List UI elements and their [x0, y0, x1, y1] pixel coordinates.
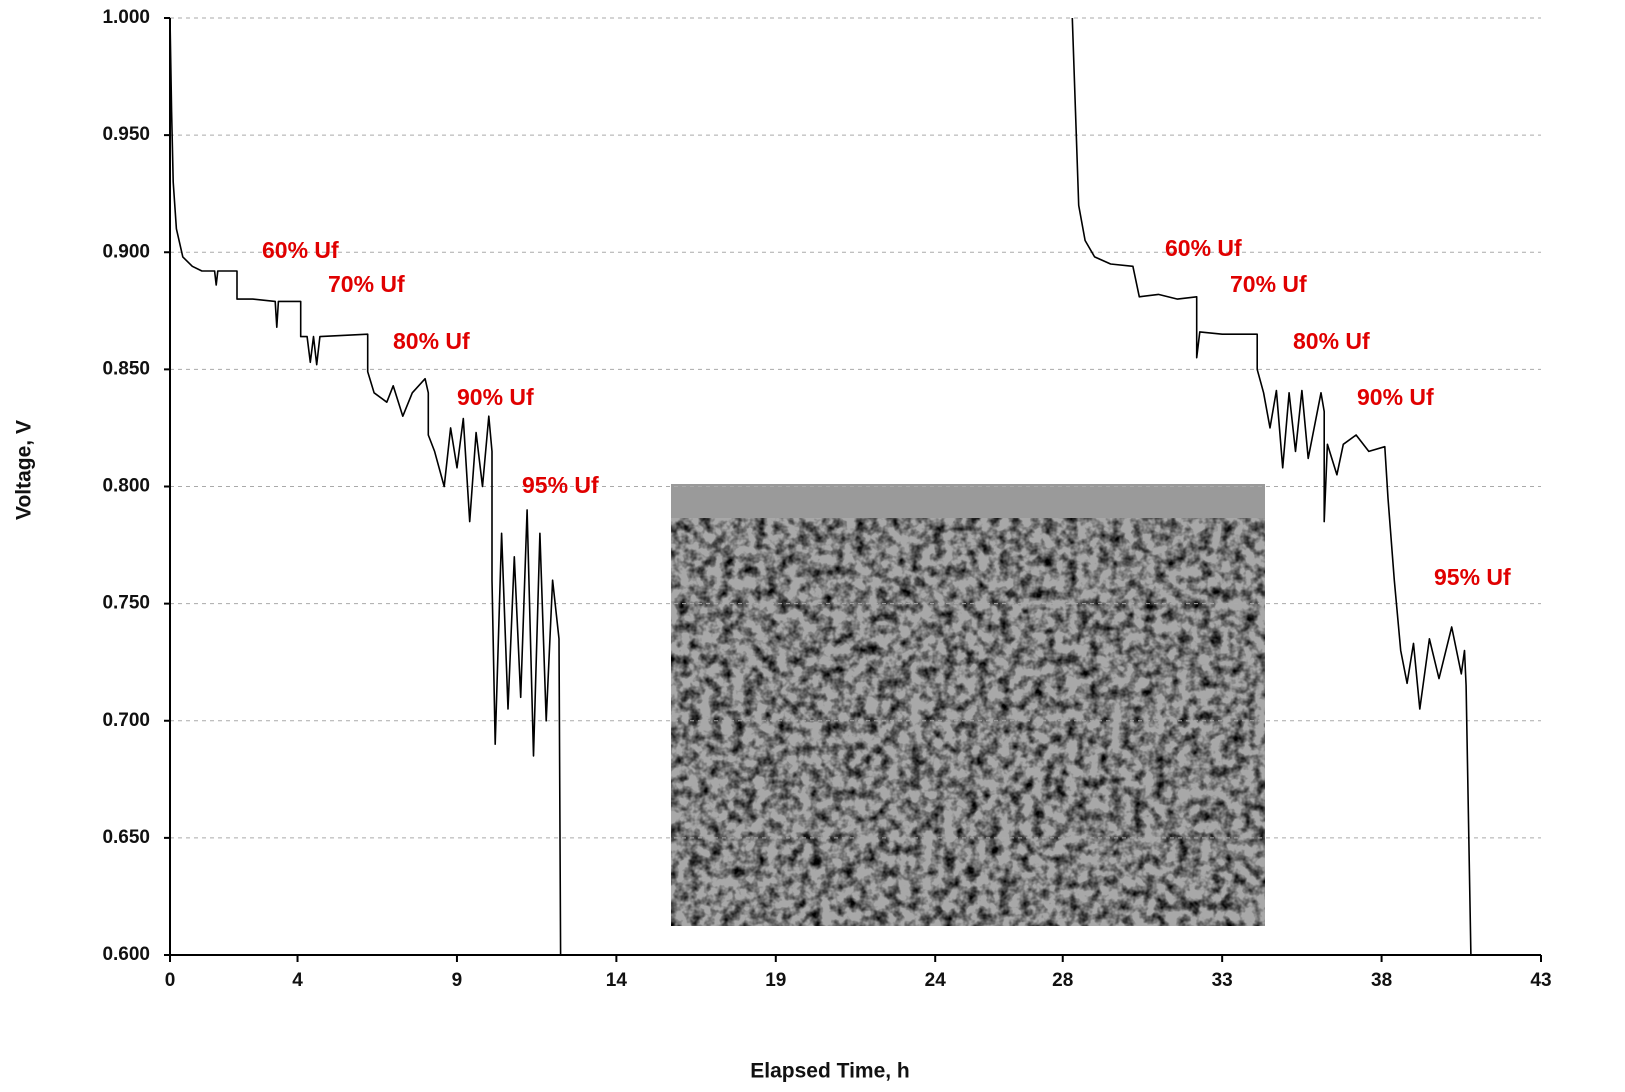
annotation: 60% Uf [262, 237, 339, 263]
y-tick-label: 0.600 [102, 944, 150, 965]
annotation: 95% Uf [522, 472, 599, 498]
y-axis-label: Voltage, V [13, 420, 36, 520]
y-tick-label: 0.950 [102, 124, 150, 145]
annotation: 80% Uf [1293, 328, 1370, 354]
annotation: 70% Uf [1230, 271, 1307, 297]
y-tick-label: 0.900 [102, 241, 150, 262]
x-tick-label: 28 [1052, 970, 1073, 991]
annotation: 80% Uf [393, 328, 470, 354]
annotation: 90% Uf [457, 384, 534, 410]
x-tick-label: 19 [765, 970, 786, 991]
x-tick-label: 33 [1212, 970, 1233, 991]
micrograph-inset [671, 484, 1265, 926]
x-tick-label: 38 [1371, 970, 1392, 991]
y-tick-label: 0.800 [102, 476, 150, 497]
y-tick-label: 0.850 [102, 358, 150, 379]
annotation: 95% Uf [1434, 564, 1511, 590]
annotation: 90% Uf [1357, 384, 1434, 410]
y-tick-label: 1.000 [102, 7, 150, 28]
x-tick-label: 14 [606, 970, 628, 991]
x-tick-label: 24 [925, 970, 947, 991]
x-tick-label: 4 [292, 970, 303, 991]
y-tick-label: 0.650 [102, 827, 150, 848]
x-tick-label: 0 [165, 970, 176, 991]
y-tick-label: 0.700 [102, 710, 150, 731]
voltage-line [169, 17, 1472, 956]
x-axis-label: Elapsed Time, h [750, 1060, 910, 1083]
y-tick-label: 0.750 [102, 593, 150, 614]
annotation: 60% Uf [1165, 235, 1242, 261]
annotation: 70% Uf [328, 271, 405, 297]
x-tick-label: 9 [452, 970, 463, 991]
x-tick-label: 43 [1530, 970, 1551, 991]
